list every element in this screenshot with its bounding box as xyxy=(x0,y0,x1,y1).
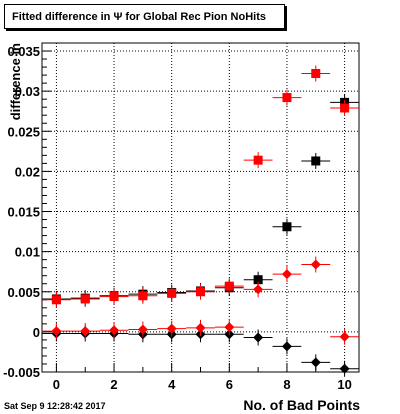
y-tick-label: 0.035 xyxy=(7,44,40,59)
data-point-diamond xyxy=(281,269,292,280)
x-tick-label: 6 xyxy=(226,377,233,392)
data-point-diamond xyxy=(224,322,235,333)
data-point-square xyxy=(340,103,350,113)
y-tick-label: 0 xyxy=(33,325,40,340)
data-point-diamond xyxy=(166,323,177,334)
y-tick-label: 0.01 xyxy=(15,245,40,260)
data-point-square xyxy=(51,295,61,305)
x-axis-label: No. of Bad Points xyxy=(243,397,360,413)
data-point-square xyxy=(80,294,90,304)
y-tick-label: -0.005 xyxy=(3,365,40,380)
data-point-diamond xyxy=(281,341,292,352)
data-point-square xyxy=(282,93,292,103)
data-point-diamond xyxy=(80,326,91,337)
data-point-square xyxy=(253,155,263,165)
data-point-diamond xyxy=(339,331,350,342)
x-tick-label: 4 xyxy=(168,377,176,392)
x-tick-label: 0 xyxy=(53,377,60,392)
data-point-square xyxy=(253,275,263,285)
data-point-square xyxy=(311,156,321,166)
data-point-diamond xyxy=(195,322,206,333)
data-point-square xyxy=(282,222,292,232)
data-point-square xyxy=(311,68,321,78)
data-point-diamond xyxy=(310,259,321,270)
data-point-diamond xyxy=(310,357,321,368)
data-layer xyxy=(42,65,359,377)
data-point-diamond xyxy=(253,284,264,295)
x-tick-label: 2 xyxy=(110,377,117,392)
chart-title-box: Fitted difference in Ψ for Global Rec Pi… xyxy=(4,4,285,29)
axis-layer: 0 2 4 6 8 10 -0.005 0 0.005 0.01 0.015 0.02 0.025 0.0… xyxy=(3,44,352,392)
x-tick-label: 10 xyxy=(337,377,351,392)
timestamp-footer: Sat Sep 9 12:28:42 2017 xyxy=(4,401,106,411)
y-axis-label: difference in xyxy=(8,43,23,120)
data-point-diamond xyxy=(253,332,264,343)
y-tick-label: 0.025 xyxy=(7,124,40,139)
data-point-square xyxy=(138,291,148,301)
data-point-square xyxy=(224,281,234,291)
y-tick-label: 0.015 xyxy=(7,205,40,220)
y-tick-label: 0.03 xyxy=(15,84,40,99)
y-tick-label: 0.005 xyxy=(7,285,40,300)
data-point-diamond xyxy=(109,325,120,336)
data-point-diamond xyxy=(51,326,62,337)
data-point-square xyxy=(196,287,205,297)
data-point-square xyxy=(109,292,119,302)
data-point-diamond xyxy=(339,363,350,374)
data-point-diamond xyxy=(137,324,148,335)
x-tick-label: 8 xyxy=(283,377,290,392)
y-tick-label: 0.02 xyxy=(15,164,40,179)
chart-title: Fitted difference in Ψ for Global Rec Pi… xyxy=(12,11,266,23)
data-point-square xyxy=(167,288,177,298)
